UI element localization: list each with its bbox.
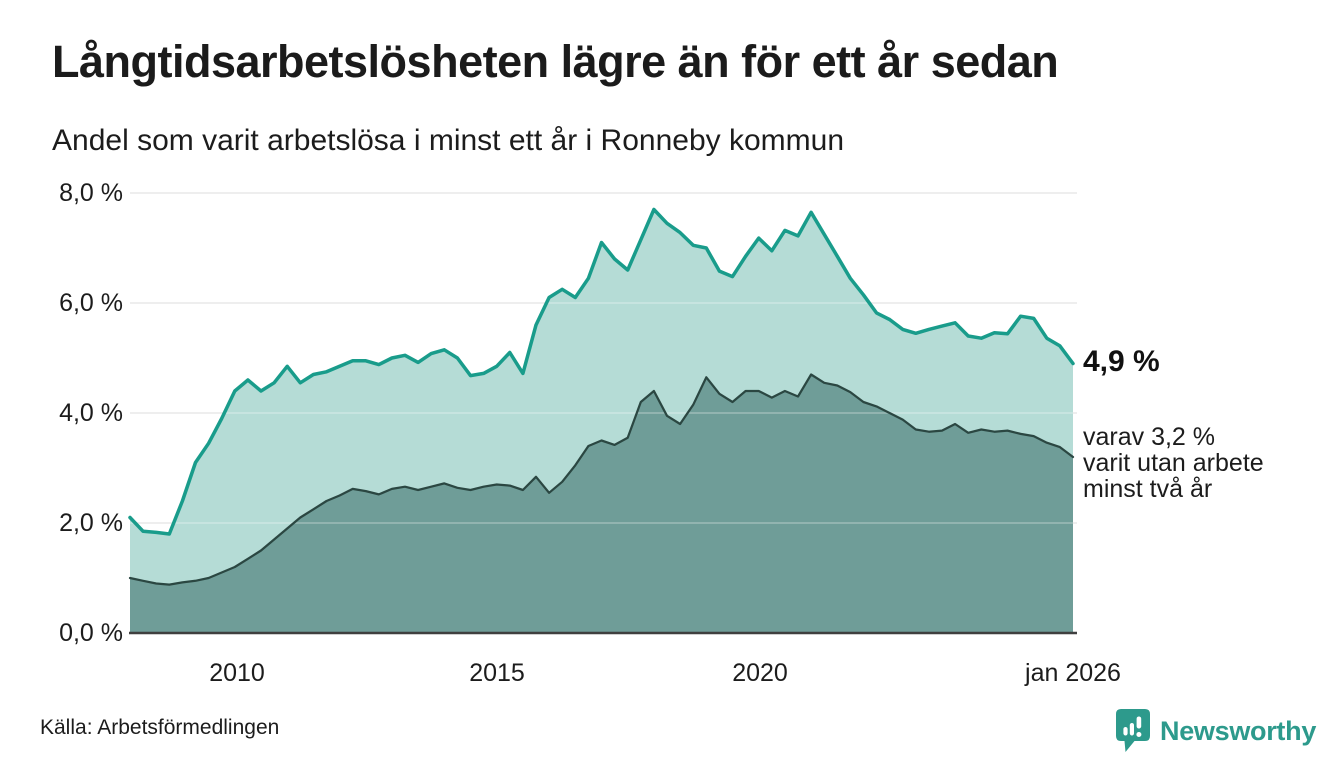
newsworthy-logo-icon [1116, 709, 1150, 752]
source-attribution: Källa: Arbetsförmedlingen [40, 716, 280, 739]
y-axis-tick-label: 0,0 % [59, 619, 123, 647]
y-axis-tick-label: 8,0 % [59, 179, 123, 207]
series-line [128, 373, 1075, 586]
x-axis-tick-label: 2020 [732, 659, 788, 687]
x-axis-tick-label: 2010 [209, 659, 265, 687]
x-axis-tick-label: 2015 [469, 659, 525, 687]
y-axis-tick-label: 4,0 % [59, 399, 123, 427]
latest-subvalue-label: varav 3,2 % varit utan arbete minst två … [1083, 423, 1264, 503]
page-title: Långtidsarbetslösheten lägre än för ett … [52, 36, 1059, 87]
latest-value-label: 4,9 % [1083, 345, 1160, 378]
series-area [130, 374, 1073, 633]
newsworthy-logo-text: Newsworthy [1160, 715, 1317, 746]
series-line [128, 207, 1075, 536]
newsworthy-logo: Newsworthy [1115, 708, 1316, 754]
x-axis-tick-label: jan 2026 [1025, 659, 1121, 687]
y-axis-tick-label: 2,0 % [59, 509, 123, 537]
page-subtitle: Andel som varit arbetslösa i minst ett å… [52, 124, 844, 157]
y-axis-tick-label: 6,0 % [59, 289, 123, 317]
